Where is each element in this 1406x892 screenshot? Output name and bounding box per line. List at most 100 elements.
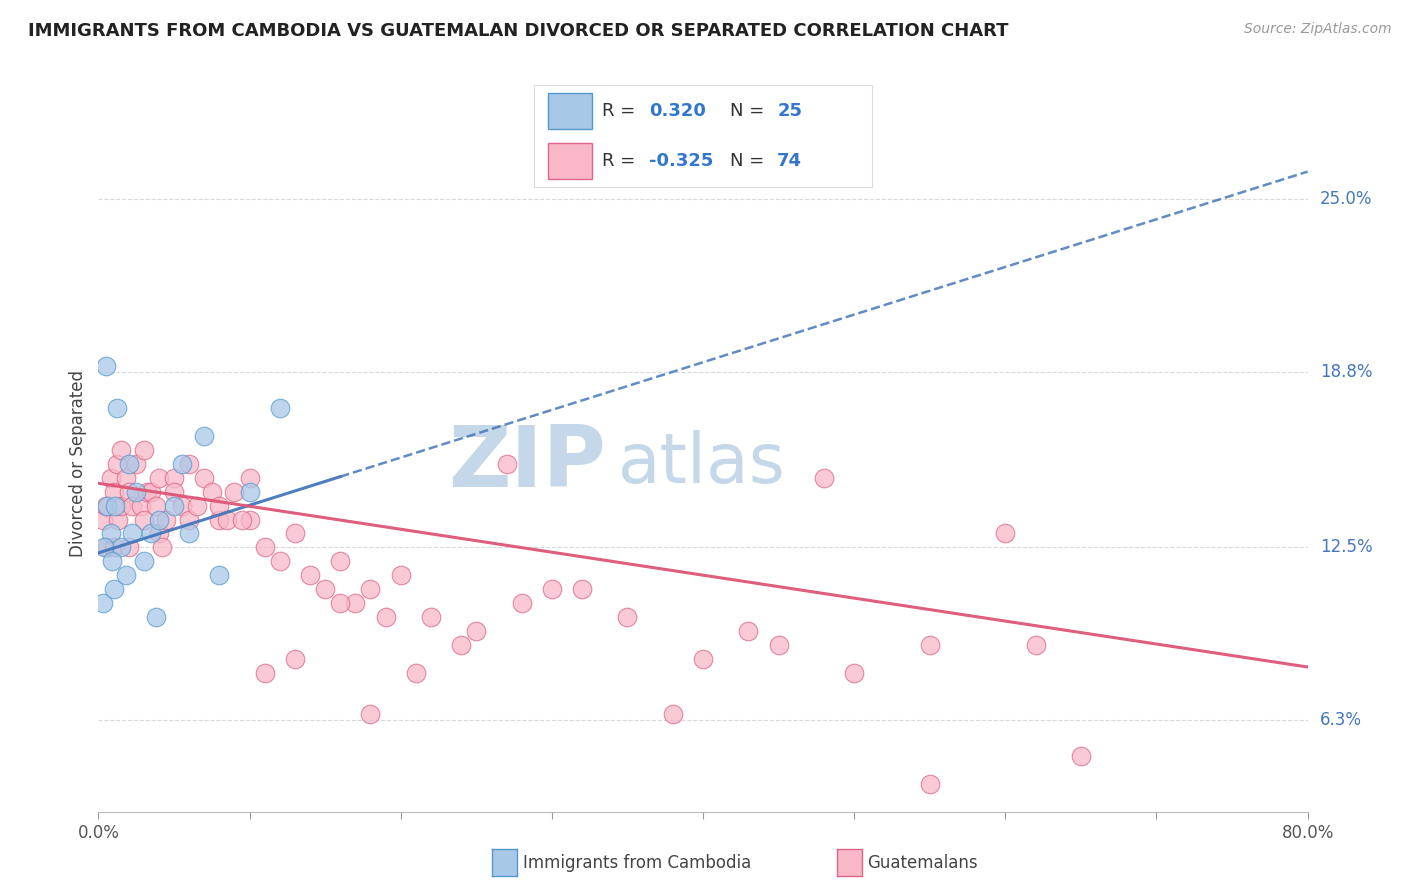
Point xyxy=(495,457,517,471)
Point xyxy=(661,707,683,722)
Point xyxy=(104,499,127,513)
Point xyxy=(94,359,117,374)
Point xyxy=(420,610,443,624)
Text: Guatemalans: Guatemalans xyxy=(868,854,979,871)
Text: IMMIGRANTS FROM CAMBODIA VS GUATEMALAN DIVORCED OR SEPARATED CORRELATION CHART: IMMIGRANTS FROM CAMBODIA VS GUATEMALAN D… xyxy=(28,22,1008,40)
Point xyxy=(163,471,186,485)
Point xyxy=(179,526,201,541)
Point xyxy=(314,582,336,596)
Text: 18.8%: 18.8% xyxy=(1320,363,1372,381)
Point xyxy=(616,610,638,624)
Point xyxy=(193,429,215,443)
Point xyxy=(163,499,186,513)
Point xyxy=(148,526,170,541)
Point xyxy=(571,582,593,596)
Point xyxy=(91,596,114,610)
Point xyxy=(114,471,136,485)
Point xyxy=(215,512,238,526)
Point xyxy=(125,484,148,499)
Point xyxy=(918,777,941,791)
Text: R =: R = xyxy=(602,153,641,170)
Point xyxy=(208,499,231,513)
Point xyxy=(141,526,163,541)
Point xyxy=(148,471,170,485)
Point xyxy=(360,707,382,722)
Point xyxy=(93,541,115,555)
Point xyxy=(299,568,322,582)
Point xyxy=(284,526,307,541)
Point xyxy=(105,457,128,471)
Point xyxy=(110,499,132,513)
Point xyxy=(132,512,155,526)
Point xyxy=(329,554,352,568)
Text: R =: R = xyxy=(602,102,641,120)
Text: 25: 25 xyxy=(778,102,803,120)
Point xyxy=(132,442,155,457)
Point xyxy=(1024,638,1046,652)
Point xyxy=(135,484,157,499)
Point xyxy=(145,610,167,624)
Point xyxy=(768,638,790,652)
FancyBboxPatch shape xyxy=(548,144,592,179)
Point xyxy=(170,499,193,513)
Text: 25.0%: 25.0% xyxy=(1320,191,1372,209)
Point xyxy=(114,568,136,582)
Point xyxy=(129,499,152,513)
Point xyxy=(110,442,132,457)
Point xyxy=(103,582,125,596)
Point xyxy=(179,512,201,526)
Point xyxy=(329,596,352,610)
Point xyxy=(239,471,262,485)
Point xyxy=(179,457,201,471)
Point xyxy=(121,526,143,541)
Point xyxy=(208,568,231,582)
Point xyxy=(813,471,835,485)
Point xyxy=(253,541,276,555)
Text: ZIP: ZIP xyxy=(449,422,606,506)
Text: Source: ZipAtlas.com: Source: ZipAtlas.com xyxy=(1244,22,1392,37)
Point xyxy=(101,554,124,568)
Text: N =: N = xyxy=(730,102,770,120)
Point xyxy=(737,624,759,638)
Point xyxy=(389,568,412,582)
Point xyxy=(193,471,215,485)
Text: 6.3%: 6.3% xyxy=(1320,711,1361,729)
Text: -0.325: -0.325 xyxy=(650,153,713,170)
Point xyxy=(132,554,155,568)
Point xyxy=(110,541,132,555)
Point xyxy=(208,512,231,526)
Point xyxy=(239,484,262,499)
Point xyxy=(118,457,141,471)
Point xyxy=(201,484,224,499)
Point xyxy=(91,512,114,526)
Point xyxy=(231,512,253,526)
Point xyxy=(107,512,129,526)
Point xyxy=(1070,749,1092,764)
Point xyxy=(118,541,141,555)
Point xyxy=(100,526,122,541)
Point xyxy=(103,541,125,555)
Point xyxy=(374,610,396,624)
Point xyxy=(125,457,148,471)
Text: 12.5%: 12.5% xyxy=(1320,539,1372,557)
Text: Immigrants from Cambodia: Immigrants from Cambodia xyxy=(523,854,751,871)
Point xyxy=(170,457,193,471)
Point xyxy=(540,582,562,596)
Point xyxy=(96,541,118,555)
FancyBboxPatch shape xyxy=(548,93,592,128)
Point xyxy=(118,484,141,499)
Point xyxy=(186,499,208,513)
Point xyxy=(103,484,125,499)
Point xyxy=(94,499,117,513)
Point xyxy=(141,484,163,499)
Point xyxy=(145,499,167,513)
Point xyxy=(918,638,941,652)
Text: 0.320: 0.320 xyxy=(650,102,706,120)
Point xyxy=(163,484,186,499)
Point xyxy=(405,665,427,680)
Text: 74: 74 xyxy=(778,153,803,170)
Point xyxy=(150,541,173,555)
Point xyxy=(105,401,128,416)
Point xyxy=(121,499,143,513)
Point xyxy=(510,596,533,610)
